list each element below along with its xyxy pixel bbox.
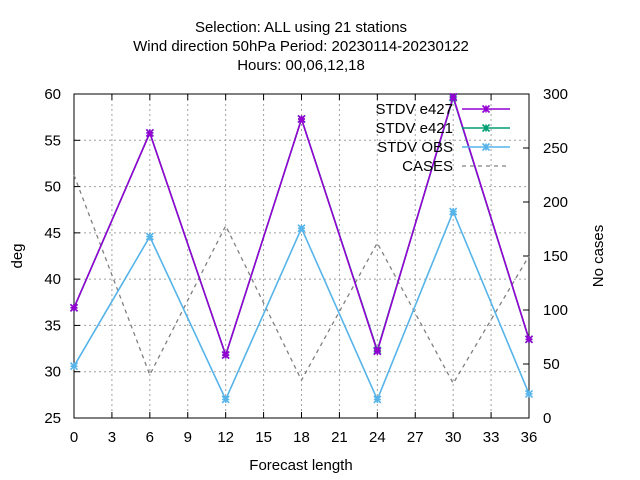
x-tick-label: 36 bbox=[521, 429, 538, 446]
y-axis-label: deg bbox=[9, 243, 26, 268]
y-tick-label: 55 bbox=[44, 132, 61, 149]
data-point bbox=[524, 335, 534, 344]
data-point bbox=[524, 389, 534, 398]
x-axis: 0 3 6 9 12 15 18 21 24 27 30 33 36 bbox=[70, 94, 538, 446]
x-tick-label: 18 bbox=[293, 429, 310, 446]
legend-item: STDV e421 bbox=[375, 120, 510, 137]
y-tick-label: 30 bbox=[44, 364, 61, 381]
legend-item: STDV OBS bbox=[377, 139, 510, 156]
x-tick-label: 33 bbox=[483, 429, 500, 446]
data-point bbox=[373, 395, 382, 404]
series-plots bbox=[69, 92, 534, 404]
title-line: Hours: 00,06,12,18 bbox=[237, 57, 365, 74]
y-axis-right: 0 50 100 150 200 250 300 bbox=[523, 86, 568, 427]
y-tick-label: 50 bbox=[44, 179, 61, 196]
x-tick-label: 21 bbox=[331, 429, 348, 446]
x-tick-label: 0 bbox=[70, 429, 78, 446]
legend: STDV e427 STDV e421 STDV OBS CASES bbox=[375, 101, 510, 175]
legend-label: STDV OBS bbox=[377, 139, 453, 156]
y2-tick-label: 200 bbox=[543, 194, 568, 211]
data-point bbox=[449, 207, 458, 216]
y-tick-label: 60 bbox=[44, 86, 61, 103]
y2-tick-label: 250 bbox=[543, 140, 568, 157]
y-tick-label: 40 bbox=[44, 271, 61, 288]
x-tick-label: 24 bbox=[369, 429, 386, 446]
data-point bbox=[221, 395, 230, 404]
y2-tick-label: 50 bbox=[543, 356, 560, 373]
legend-label: CASES bbox=[402, 158, 453, 175]
x-tick-label: 6 bbox=[146, 429, 154, 446]
x-axis-label: Forecast length bbox=[249, 457, 352, 474]
data-point bbox=[145, 232, 154, 241]
y-tick-label: 35 bbox=[44, 317, 61, 334]
y-tick-label: 25 bbox=[44, 410, 61, 427]
y2-axis-label: No cases bbox=[590, 225, 607, 288]
x-tick-label: 12 bbox=[217, 429, 234, 446]
series-line bbox=[73, 174, 530, 385]
data-point bbox=[221, 350, 230, 360]
legend-label: STDV e427 bbox=[375, 101, 453, 118]
data-point bbox=[69, 362, 79, 371]
x-tick-label: 15 bbox=[255, 429, 272, 446]
y2-tick-label: 150 bbox=[543, 248, 568, 265]
data-point bbox=[297, 114, 306, 124]
y-tick-label: 45 bbox=[44, 225, 61, 242]
legend-marker bbox=[481, 142, 491, 152]
x-tick-label: 30 bbox=[445, 429, 462, 446]
data-point bbox=[373, 347, 382, 356]
chart-title: Selection: ALL using 21 stations Wind dir… bbox=[133, 19, 469, 74]
legend-item: STDV e427 bbox=[375, 101, 510, 118]
legend-item: CASES bbox=[402, 158, 510, 175]
legend-label: STDV e421 bbox=[375, 120, 453, 137]
chart-grid bbox=[74, 94, 529, 418]
title-line: Wind direction 50hPa Period: 20230114-20… bbox=[133, 38, 469, 55]
x-tick-label: 9 bbox=[184, 429, 192, 446]
legend-marker bbox=[481, 123, 491, 133]
data-point bbox=[297, 224, 306, 233]
y2-tick-label: 0 bbox=[543, 410, 551, 427]
data-point bbox=[449, 92, 458, 101]
y2-tick-label: 100 bbox=[543, 302, 568, 319]
y-axis-left: 25 30 35 40 45 50 55 60 bbox=[44, 86, 80, 427]
x-tick-label: 27 bbox=[407, 429, 424, 446]
y2-tick-label: 300 bbox=[543, 86, 568, 103]
data-point bbox=[69, 303, 79, 312]
x-tick-label: 3 bbox=[108, 429, 116, 446]
title-line: Selection: ALL using 21 stations bbox=[195, 19, 407, 36]
legend-marker bbox=[481, 104, 491, 114]
data-point bbox=[145, 128, 154, 137]
